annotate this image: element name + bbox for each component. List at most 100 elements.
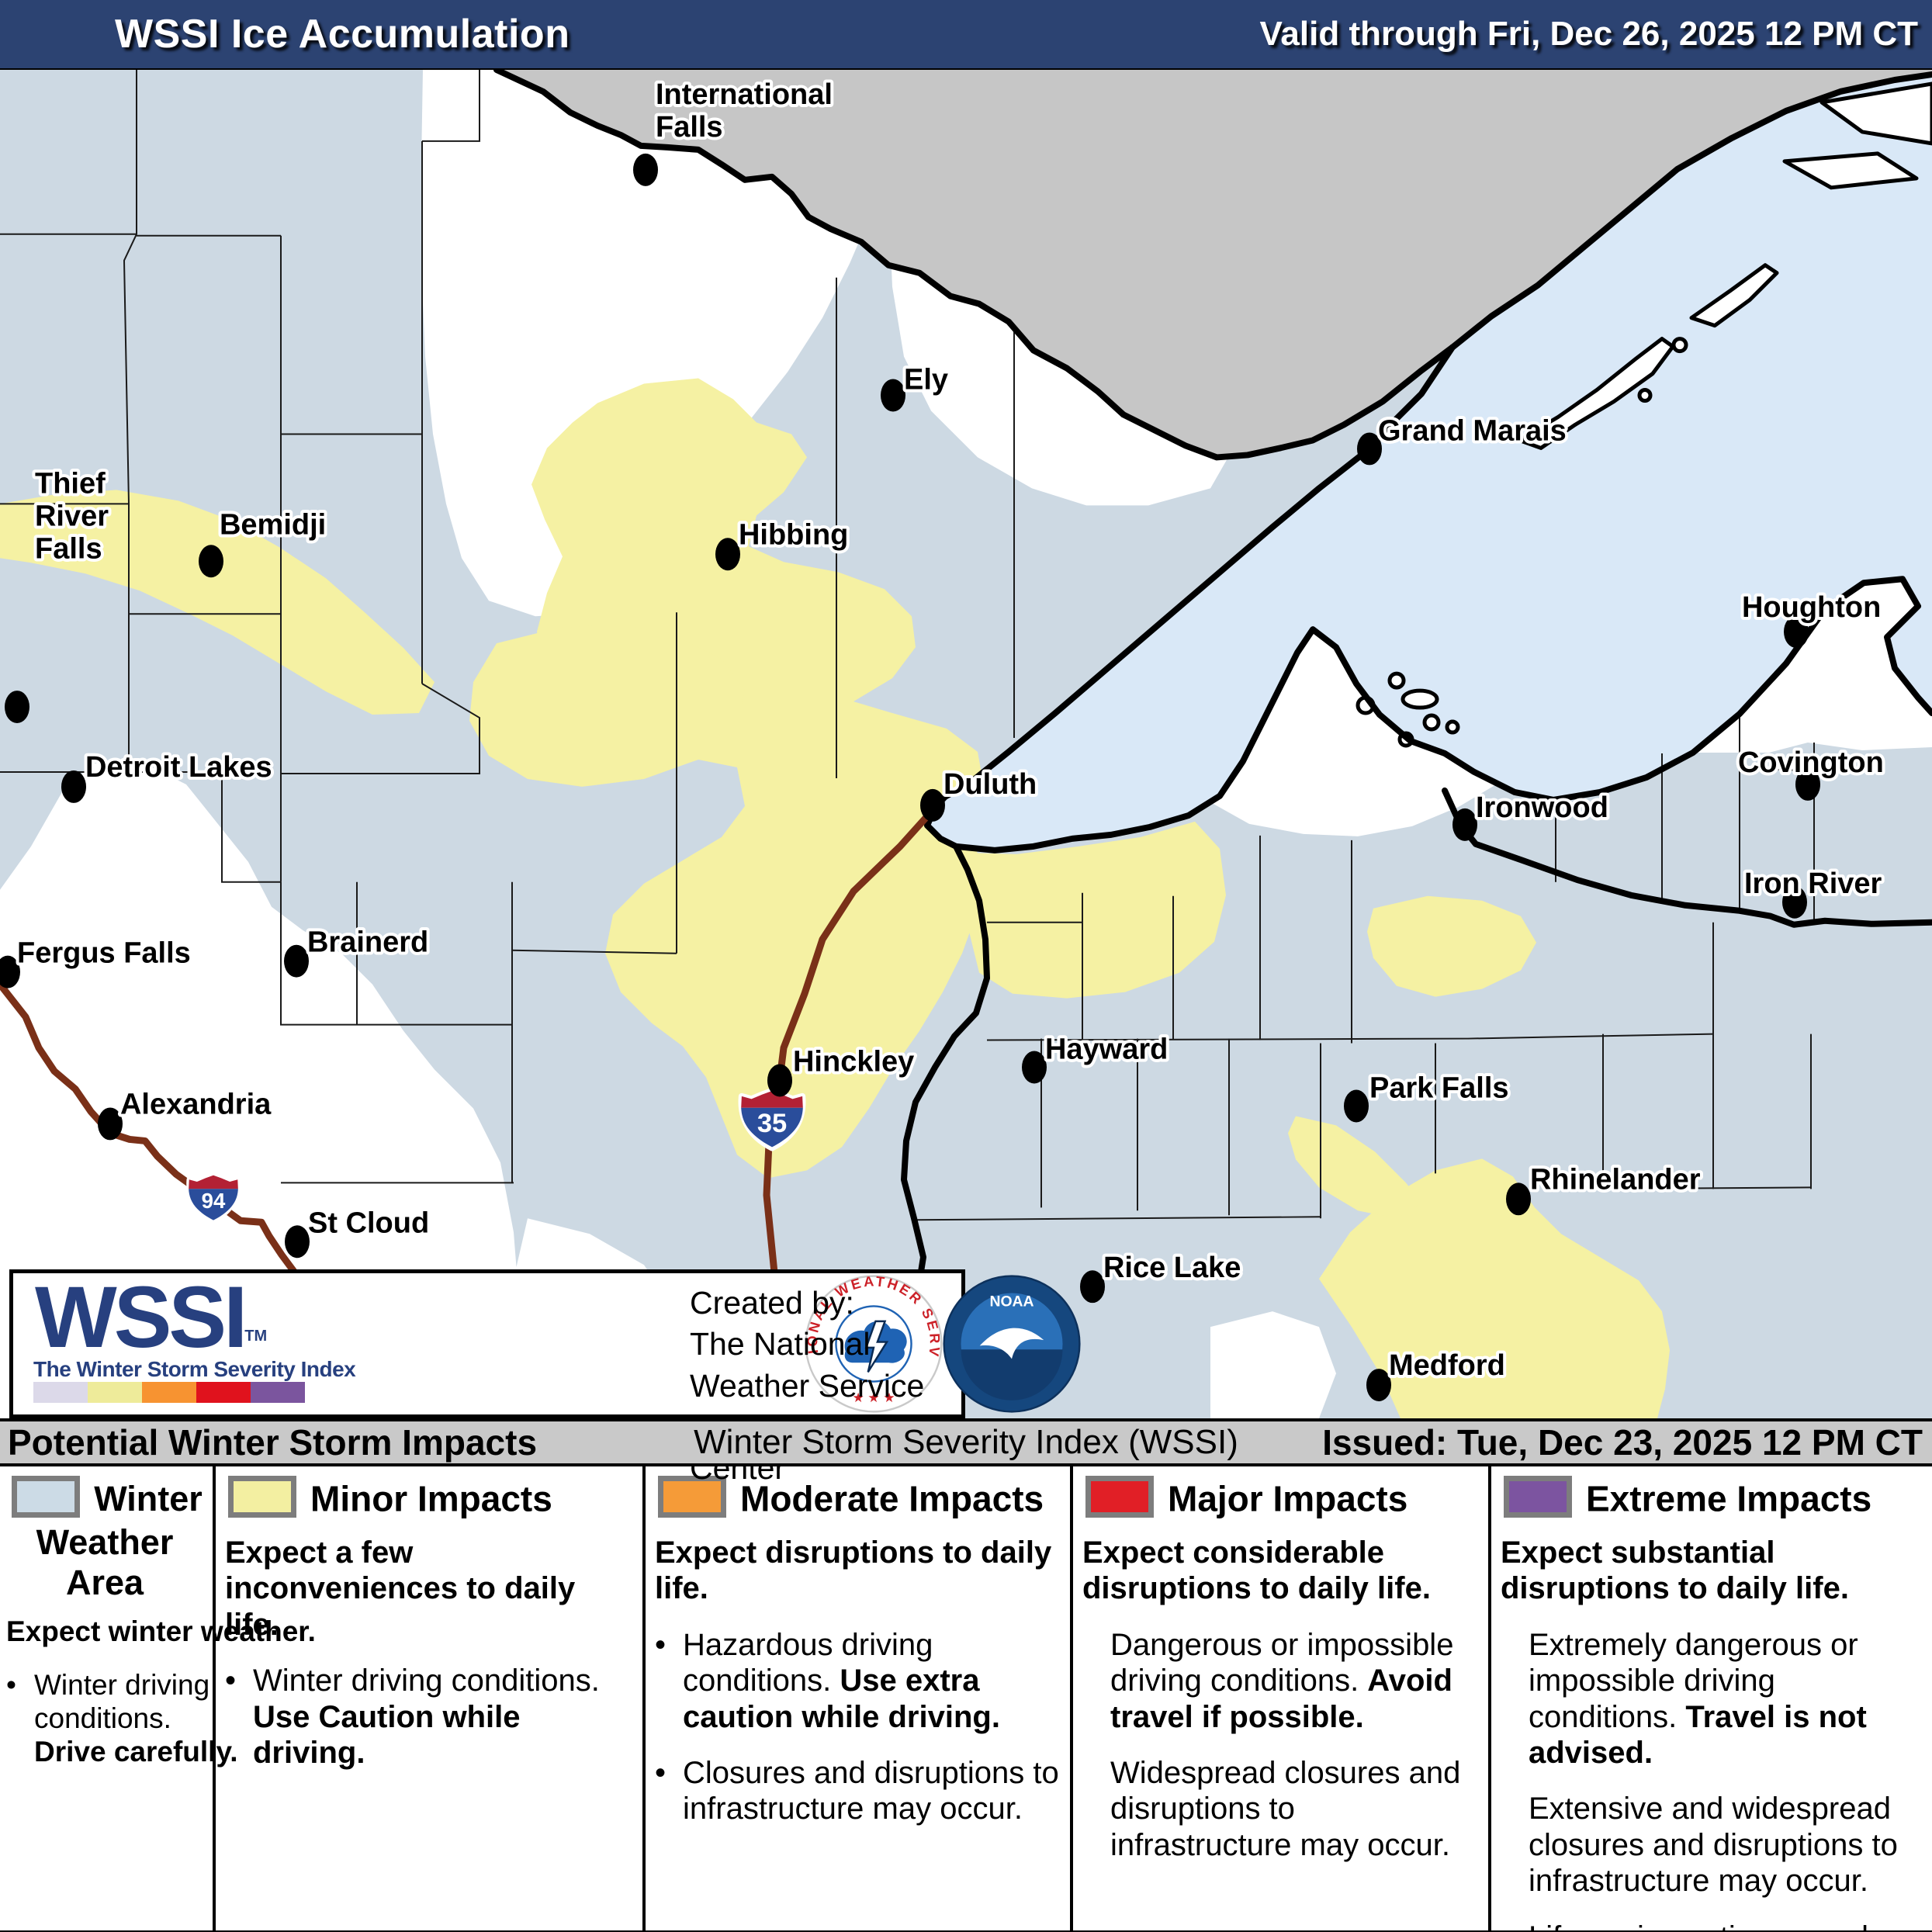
cities-layer: International Falls Thief River Falls Ely Gran… (0, 75, 1887, 1402)
page-title: WSSI Ice Accumulation (115, 12, 570, 57)
city-label-duluth: Duluth (943, 768, 1037, 801)
legend-swatch-winter-weather-area (12, 1476, 81, 1518)
county-lines (0, 70, 1832, 1221)
valid-through-label: Valid through Fri, Dec 26, 2025 12 PM CT (1259, 15, 1918, 53)
bullet-marker (1082, 1627, 1110, 1735)
city-dot-medford (1366, 1369, 1391, 1402)
city-label-st-cloud: St Cloud (308, 1207, 429, 1239)
legend-summary: Expect considerable disruptions to daily… (1082, 1536, 1431, 1606)
header-bar: WSSI Ice Accumulation Valid through Fri,… (0, 0, 1932, 68)
bullet-marker: • (655, 1755, 667, 1790)
impacts-bar-subtitle: Winter Storm Severity Index (WSSI) (694, 1423, 1238, 1461)
city-dot-ironwood (1452, 808, 1477, 841)
legend-bullet: Widespread closures and disruptions to i… (1082, 1755, 1480, 1863)
legend-title-moderate-impacts: Moderate Impacts (740, 1478, 1044, 1519)
legend-swatch-moderate-impacts (658, 1476, 726, 1518)
map-area[interactable]: 35 94 International Falls Thief River Falls El… (0, 68, 1932, 1486)
bullet-marker: • (225, 1664, 237, 1698)
bullet-marker (1082, 1755, 1110, 1863)
svg-text:★ ★ ★: ★ ★ ★ (852, 1390, 895, 1405)
city-dot-hibbing (715, 538, 740, 571)
legend-bullet: • Hazardous driving conditions. Use extra… (655, 1627, 1000, 1734)
nws-lightning-icon (864, 1320, 889, 1373)
city-label-rice-lake: Rice Lake (1103, 1252, 1241, 1284)
city-label-grand-marais: Grand Marais (1378, 414, 1567, 447)
legend-title-extreme-impacts: Extreme Impacts (1586, 1478, 1872, 1519)
legend-swatch-extreme-impacts (1504, 1476, 1572, 1518)
city-dot-detroit-lakes (61, 770, 86, 803)
scale-segment-3 (196, 1382, 251, 1403)
legend-bullet: Extremely dangerous or impossible drivin… (1501, 1627, 1924, 1771)
city-dot-covington (1795, 767, 1820, 801)
legend-bullet: Life-saving actions may be needed. (1501, 1920, 1924, 1932)
bullet-marker: • (655, 1627, 667, 1662)
noaa-seagull-icon (979, 1328, 1044, 1359)
city-dot-duluth (920, 788, 945, 822)
wssi-wordmark: WSSITM (35, 1269, 268, 1366)
nws-logo: NATIONAL WEATHER SERVICE ★ ★ ★ (805, 1273, 943, 1413)
wssi-tagline: The Winter Storm Severity Index (33, 1357, 356, 1381)
city-label-thief-river-falls: Thief River Falls (35, 467, 109, 565)
impacts-title-bar: Potential Winter Storm Impacts Winter St… (0, 1418, 1932, 1466)
issued-label: Issued: Tue, Dec 23, 2025 12 PM CT (1322, 1422, 1923, 1463)
trademark-label: TM (244, 1328, 268, 1345)
city-dot-iron-river (1782, 885, 1807, 919)
city-label-iron-river: Iron River (1744, 867, 1882, 900)
city-label-hibbing: Hibbing (739, 518, 848, 551)
city-label-covington: Covington (1738, 746, 1884, 779)
interstate-shield-35: 35 (738, 1087, 806, 1151)
legend-swatch-major-impacts (1085, 1476, 1154, 1518)
city-label-hayward: Hayward (1045, 1034, 1168, 1066)
legend-title-minor-impacts: Minor Impacts (310, 1478, 552, 1519)
legend-summary: Expect a few inconveniences to daily lif… (225, 1536, 576, 1642)
city-dot-fergus-falls (0, 955, 20, 989)
city-label-rhinelander: Rhinelander (1530, 1163, 1701, 1196)
city-dot-rice-lake (1080, 1270, 1105, 1304)
legend-swatch-minor-impacts (228, 1476, 296, 1518)
city-dot-ely (881, 379, 905, 412)
legend: Winter Weather Area Expect winter weather… (0, 1466, 1932, 1932)
shields-layer: 35 94 (186, 1087, 806, 1224)
city-label-alexandria: Alexandria (120, 1088, 272, 1120)
impacts-bar-title: Potential Winter Storm Impacts (8, 1422, 538, 1463)
city-dot-grand-marais (1357, 432, 1382, 466)
legend-bullet: Dangerous or impossible driving conditio… (1082, 1627, 1480, 1735)
canada-landmass (497, 70, 1932, 458)
city-label-fergus-falls: Fergus Falls (17, 937, 191, 970)
scale-segment-2 (142, 1382, 196, 1403)
city-dot-thief-river-falls (5, 691, 29, 724)
city-dot-park-falls (1344, 1089, 1369, 1123)
bullet-marker: • (6, 1669, 16, 1702)
city-label-ely: Ely (904, 364, 948, 396)
city-label-park-falls: Park Falls (1369, 1072, 1509, 1104)
city-label-brainerd: Brainerd (307, 926, 428, 959)
city-dot-rhinelander (1506, 1182, 1531, 1216)
scale-segment-4 (251, 1382, 305, 1403)
city-label-ironwood: Ironwood (1476, 791, 1608, 824)
city-dot-hayward (1022, 1051, 1047, 1084)
city-dot-bemidji (199, 545, 223, 578)
legend-title-major-impacts: Major Impacts (1168, 1478, 1408, 1519)
minor-impacts-fill (0, 378, 1670, 1418)
legend-title-winter-weather-area: Winter Weather Area (36, 1478, 203, 1603)
noaa-logo: NOAA (943, 1275, 1081, 1413)
city-label-detroit-lakes: Detroit Lakes (85, 751, 272, 784)
wssi-logo-box: WSSITM The Winter Storm Severity Index N… (9, 1269, 1081, 1486)
city-dot-brainerd (284, 944, 309, 978)
svg-text:94: 94 (202, 1189, 226, 1213)
map-canvas[interactable]: 35 94 International Falls Thief River Falls El… (0, 70, 1932, 1418)
legend-column-extreme-impacts: Extreme Impacts Expect substantial disrup… (1491, 1466, 1932, 1932)
svg-text:35: 35 (757, 1109, 787, 1138)
legend-summary: Expect winter weather. (6, 1615, 316, 1648)
legend-bullet: • Winter driving conditions. Drive carefu… (6, 1669, 238, 1768)
city-label-bemidji: Bemidji (220, 508, 326, 541)
legend-column-winter-weather-area: Winter Weather Area Expect winter weather… (0, 1466, 316, 1932)
isle-royale-and-islands (1356, 81, 1932, 748)
city-dot-st-cloud (285, 1225, 310, 1259)
legend-summary: Expect substantial disruptions to daily … (1501, 1536, 1849, 1606)
city-dot-houghton (1784, 615, 1809, 649)
bullet-marker (1501, 1627, 1529, 1771)
city-label-houghton: Houghton (1742, 591, 1881, 624)
legend-summary: Expect disruptions to daily life. (655, 1536, 1052, 1606)
